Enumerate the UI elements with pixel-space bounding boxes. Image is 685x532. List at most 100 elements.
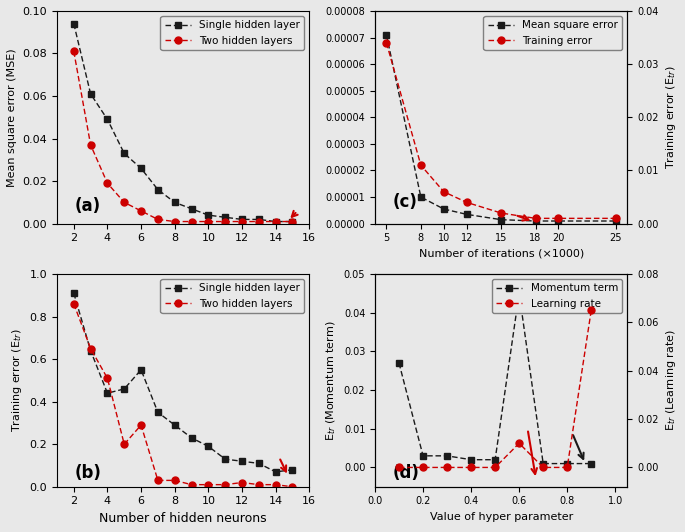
Line: Learning rate: Learning rate	[395, 307, 595, 471]
Line: Single hidden layer: Single hidden layer	[71, 21, 295, 225]
Single hidden layer	[288, 467, 297, 473]
X-axis label: Number of hidden neurons: Number of hidden neurons	[99, 512, 267, 525]
Learning rate	[467, 464, 475, 471]
Single hidden layer	[120, 150, 128, 156]
Momentum term	[443, 453, 451, 459]
Two hidden layers	[86, 345, 95, 352]
Single hidden layer	[204, 212, 212, 218]
Y-axis label: E$_{tr}$ (Momentum term): E$_{tr}$ (Momentum term)	[325, 320, 338, 440]
Two hidden layers	[70, 48, 78, 55]
Mean square error	[497, 217, 506, 223]
Two hidden layers	[288, 484, 297, 490]
Training error	[554, 215, 562, 221]
Y-axis label: E$_{tr}$ (Learning rate): E$_{tr}$ (Learning rate)	[664, 329, 678, 431]
Single hidden layer	[271, 469, 279, 475]
Y-axis label: Training error (E$_{tr}$): Training error (E$_{tr}$)	[664, 65, 678, 169]
Single hidden layer	[255, 216, 263, 222]
Single hidden layer	[137, 367, 145, 373]
Two hidden layers	[188, 481, 196, 488]
Momentum term	[395, 360, 403, 366]
Mean square error	[440, 206, 448, 212]
Learning rate	[563, 464, 571, 471]
Mean square error	[462, 211, 471, 218]
Two hidden layers	[137, 207, 145, 214]
Learning rate	[443, 464, 451, 471]
Text: (b): (b)	[75, 464, 101, 483]
Single hidden layer	[204, 443, 212, 450]
Text: (a): (a)	[75, 197, 101, 215]
Single hidden layer	[288, 218, 297, 225]
Single hidden layer	[103, 116, 112, 122]
Learning rate	[515, 440, 523, 446]
Two hidden layers	[221, 218, 229, 225]
Single hidden layer	[86, 91, 95, 97]
Mean square error	[382, 32, 390, 38]
Learning rate	[539, 464, 547, 471]
Text: (c): (c)	[393, 193, 418, 211]
Single hidden layer	[221, 456, 229, 462]
Line: Single hidden layer: Single hidden layer	[71, 290, 295, 475]
Legend: Mean square error, Training error: Mean square error, Training error	[484, 16, 622, 49]
Learning rate	[395, 464, 403, 471]
Legend: Single hidden layer, Two hidden layers: Single hidden layer, Two hidden layers	[160, 16, 304, 49]
Line: Two hidden layers: Two hidden layers	[71, 301, 296, 491]
Two hidden layers	[288, 218, 297, 225]
Training error	[497, 210, 506, 216]
Two hidden layers	[238, 218, 246, 225]
Legend: Momentum term, Learning rate: Momentum term, Learning rate	[492, 279, 622, 313]
Line: Training error: Training error	[383, 39, 619, 222]
Mean square error	[554, 218, 562, 224]
Two hidden layers	[255, 481, 263, 488]
Momentum term	[515, 290, 523, 296]
Line: Mean square error: Mean square error	[384, 32, 619, 224]
Two hidden layers	[255, 218, 263, 225]
Single hidden layer	[137, 165, 145, 171]
Single hidden layer	[120, 386, 128, 392]
Training error	[462, 199, 471, 205]
Two hidden layers	[221, 481, 229, 488]
Single hidden layer	[70, 21, 78, 27]
Single hidden layer	[153, 409, 162, 415]
Two hidden layers	[271, 218, 279, 225]
Two hidden layers	[153, 216, 162, 222]
Momentum term	[467, 456, 475, 463]
Two hidden layers	[171, 218, 179, 225]
Single hidden layer	[171, 422, 179, 428]
Momentum term	[539, 460, 547, 467]
Momentum term	[419, 453, 427, 459]
Line: Momentum term: Momentum term	[396, 290, 595, 467]
Text: (d): (d)	[393, 464, 419, 483]
Line: Two hidden layers: Two hidden layers	[71, 48, 296, 225]
Two hidden layers	[188, 218, 196, 225]
X-axis label: Number of iterations (×1000): Number of iterations (×1000)	[419, 249, 584, 259]
Two hidden layers	[171, 477, 179, 484]
Momentum term	[587, 460, 595, 467]
Training error	[532, 215, 540, 221]
Two hidden layers	[86, 142, 95, 148]
Two hidden layers	[137, 422, 145, 428]
Mean square error	[416, 194, 425, 200]
Single hidden layer	[86, 347, 95, 354]
Two hidden layers	[204, 218, 212, 225]
Y-axis label: Mean square error (MSE): Mean square error (MSE)	[7, 48, 17, 187]
Learning rate	[587, 307, 595, 313]
Two hidden layers	[103, 375, 112, 381]
Single hidden layer	[188, 435, 196, 441]
Two hidden layers	[120, 199, 128, 205]
Two hidden layers	[204, 481, 212, 488]
Single hidden layer	[153, 186, 162, 193]
Single hidden layer	[221, 214, 229, 220]
Single hidden layer	[171, 199, 179, 205]
Two hidden layers	[271, 481, 279, 488]
Training error	[416, 162, 425, 168]
Single hidden layer	[103, 390, 112, 396]
Mean square error	[612, 218, 620, 224]
Single hidden layer	[255, 460, 263, 467]
Single hidden layer	[238, 458, 246, 464]
Two hidden layers	[120, 441, 128, 447]
Learning rate	[419, 464, 427, 471]
Single hidden layer	[238, 216, 246, 222]
Two hidden layers	[103, 180, 112, 186]
Mean square error	[532, 218, 540, 224]
Training error	[440, 188, 448, 195]
